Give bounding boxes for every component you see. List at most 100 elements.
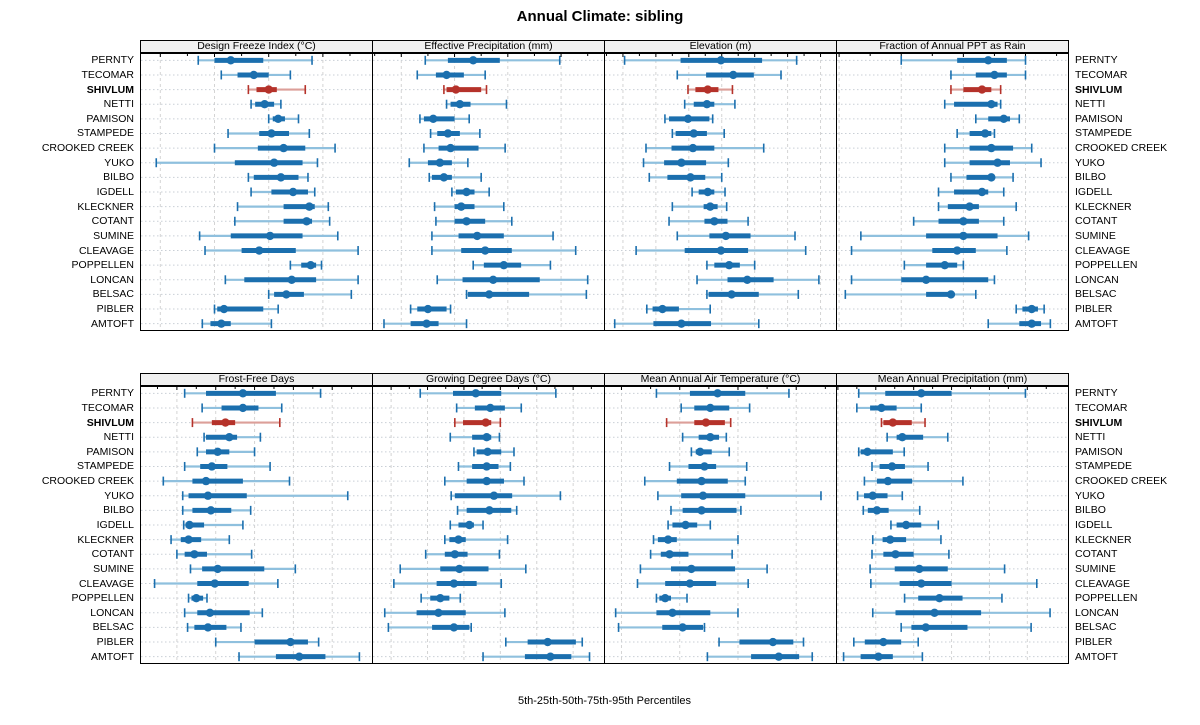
site-label-pamison: PAMISON — [1075, 445, 1123, 458]
site-label-belsac: BELSAC — [92, 288, 134, 301]
row-shivlum — [443, 85, 488, 95]
row-bilbo — [456, 505, 518, 515]
site-label-tecomar: TECOMAR — [81, 401, 135, 414]
row-shivlum — [880, 418, 926, 428]
row-poppellen — [420, 593, 462, 603]
percentile-marks — [613, 55, 820, 329]
site-label-pibler: PIBLER — [1075, 636, 1113, 649]
row-pernty — [419, 388, 557, 398]
row-netti — [681, 432, 728, 442]
site-label-kleckner: KLECKNER — [1075, 533, 1132, 546]
row-crooked-creek — [444, 476, 525, 486]
row-shivlum — [247, 85, 307, 95]
row-loncan — [436, 275, 589, 285]
site-label-pernty: PERNTY — [1075, 54, 1118, 67]
row-poppellen — [903, 260, 965, 270]
row-pernty — [623, 55, 798, 65]
site-label-tecomar: TECOMAR — [81, 68, 135, 81]
row-cotant — [424, 549, 501, 559]
row-netti — [943, 99, 1002, 109]
site-label-cotant: COTANT — [91, 215, 134, 228]
row-guides — [373, 392, 604, 658]
row-igdell — [451, 187, 490, 197]
row-amtoft — [383, 319, 468, 329]
site-label-pernty: PERNTY — [1075, 387, 1118, 400]
site-labels-right: PERNTY TECOMAR SHIVLUM NETTI PAMISON STAMPEDE… — [1069, 373, 1200, 692]
row-belsac — [617, 622, 706, 632]
row-sumine — [399, 564, 527, 574]
site-label-cleavage: CLEAVAGE — [78, 244, 134, 257]
site-label-tecomar: TECOMAR — [1075, 401, 1128, 414]
site-label-amtoft: AMTOFT — [1075, 317, 1118, 330]
site-label-cleavage: CLEAVAGE — [78, 577, 134, 590]
row-stampede — [668, 461, 748, 471]
row-cotant — [435, 216, 513, 226]
site-label-amtoft: AMTOFT — [91, 650, 134, 663]
site-label-crooked-creek: CROOKED CREEK — [1075, 142, 1168, 155]
row-bilbo — [950, 172, 1014, 182]
row-cotant — [176, 549, 253, 559]
row-cleavage — [870, 579, 1038, 589]
row-poppellen — [289, 260, 323, 270]
row-cleavage — [431, 246, 577, 256]
site-label-stampede: STAMPEDE — [77, 460, 134, 473]
row-pamison — [664, 114, 714, 124]
row-belsac — [186, 622, 242, 632]
row-belsac — [267, 289, 353, 299]
panel-header: Effective Precipitation (mm) — [372, 40, 605, 53]
row-pibler — [1015, 304, 1045, 314]
row-kleckner — [871, 535, 942, 545]
row-cotant — [668, 216, 749, 226]
row-sumine — [869, 564, 1006, 574]
site-label-crooked-creek: CROOKED CREEK — [41, 142, 134, 155]
row-pibler — [718, 637, 805, 647]
site-label-kleckner: KLECKNER — [77, 533, 134, 546]
percentile-marks — [155, 55, 359, 329]
site-label-tecomar: TECOMAR — [1075, 68, 1128, 81]
panel-header: Design Freeze Index (°C) — [140, 40, 373, 53]
row-cleavage — [850, 246, 1008, 256]
panel-plot — [836, 386, 1069, 664]
site-label-bilbo: BILBO — [1075, 171, 1106, 184]
axis-caption: 5th-25th-50th-75th-95th Percentiles — [517, 695, 692, 707]
site-label-bilbo: BILBO — [1075, 504, 1106, 517]
site-label-crooked-creek: CROOKED CREEK — [41, 475, 134, 488]
row-bilbo — [670, 505, 742, 515]
row-crooked-creek — [645, 143, 765, 153]
row-yuko — [450, 491, 562, 501]
row-amtoft — [842, 652, 924, 662]
panel-fraction-of-annual-ppt-as-rain: Fraction of Annual PPT as Rain — [836, 40, 1069, 359]
row-loncan — [383, 608, 506, 618]
row-kleckner — [444, 535, 509, 545]
row-poppellen — [903, 593, 1003, 603]
site-label-crooked-creek: CROOKED CREEK — [1075, 475, 1168, 488]
row-pibler — [214, 637, 320, 647]
row-igdell — [890, 520, 940, 530]
row-igdell — [449, 520, 484, 530]
panel-frost-free-days: Frost-Free Days — [140, 373, 373, 692]
row-belsac — [465, 289, 588, 299]
row-poppellen — [706, 260, 756, 270]
site-label-sumine: SUMINE — [93, 229, 134, 242]
row-stampede — [183, 461, 271, 471]
percentile-marks — [153, 388, 361, 662]
site-label-netti: NETTI — [1075, 98, 1106, 111]
row-loncan — [224, 275, 359, 285]
row-pernty — [655, 388, 790, 398]
row-tecomar — [856, 403, 923, 413]
row-yuko — [856, 491, 904, 501]
row-tecomar — [680, 403, 751, 413]
row-amtoft — [201, 319, 273, 329]
site-label-sumine: SUMINE — [1075, 229, 1116, 242]
site-label-yuko: YUKO — [104, 156, 134, 169]
row-poppellen — [187, 593, 208, 603]
site-label-netti: NETTI — [103, 98, 134, 111]
row-sumine — [676, 231, 796, 241]
row-poppellen — [655, 593, 688, 603]
percentile-marks — [842, 388, 1051, 662]
site-label-yuko: YUKO — [1075, 489, 1105, 502]
row-shivlum — [950, 85, 1002, 95]
site-label-poppellen: POPPELLEN — [71, 592, 134, 605]
site-label-bilbo: BILBO — [103, 171, 134, 184]
